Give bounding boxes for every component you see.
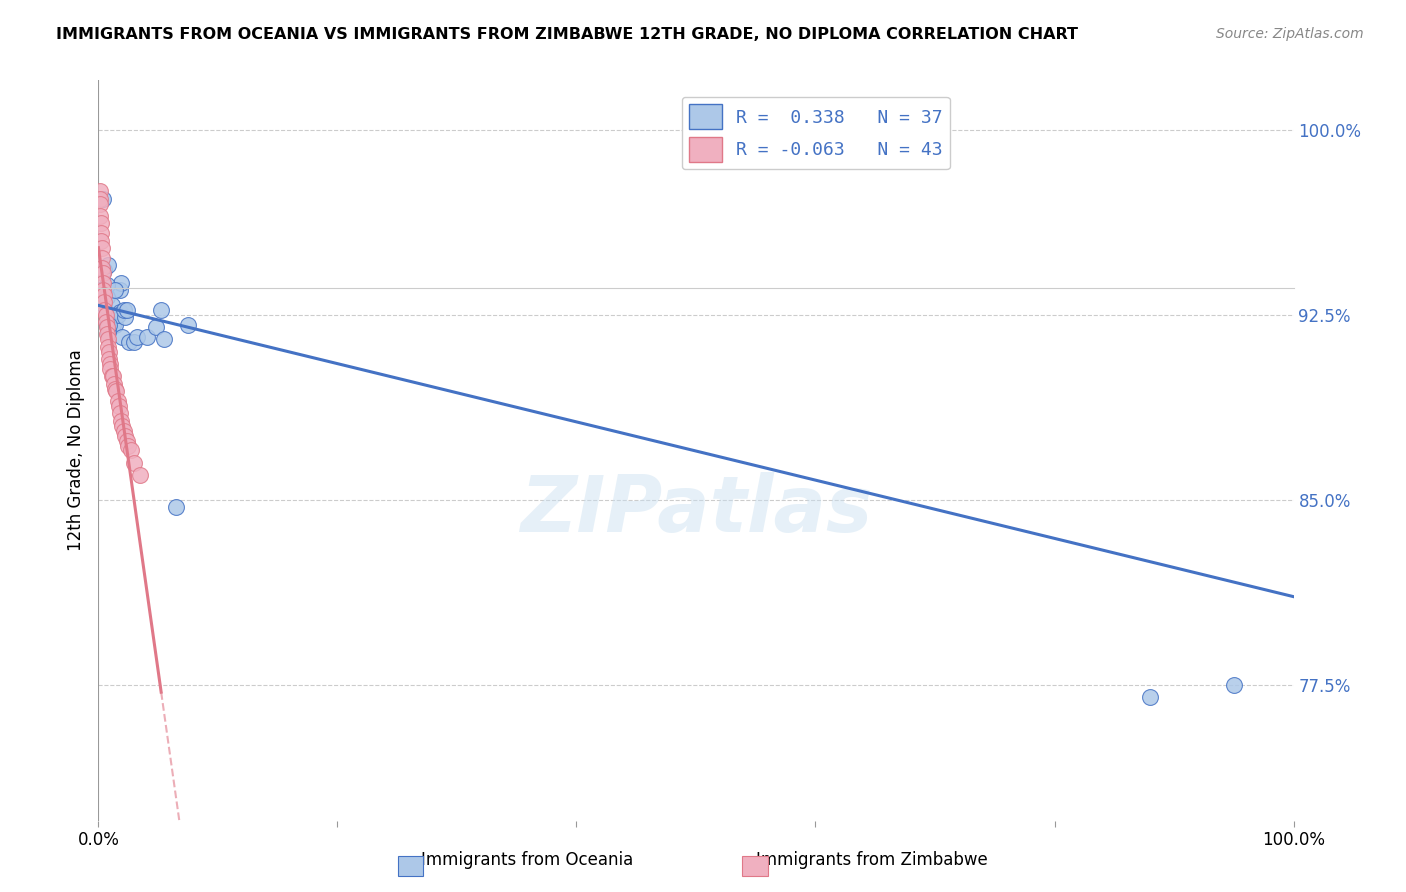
- Point: [97, 325, 120, 339]
- Point: [90, 301, 112, 315]
- Point: [105, 384, 128, 399]
- Point: [108, 407, 131, 421]
- Point: [124, 334, 146, 349]
- Point: [96, 320, 118, 334]
- Point: [91, 241, 114, 255]
- Point: [93, 288, 115, 302]
- Point: [107, 399, 129, 413]
- Point: [136, 330, 159, 344]
- Point: [112, 424, 135, 438]
- Point: [90, 234, 112, 248]
- Point: [110, 414, 132, 428]
- Point: [117, 438, 139, 452]
- Point: [104, 283, 127, 297]
- Point: [91, 266, 114, 280]
- Point: [89, 283, 111, 297]
- Point: [120, 443, 142, 458]
- Point: [104, 318, 127, 332]
- Y-axis label: 12th Grade, No Diploma: 12th Grade, No Diploma: [66, 350, 84, 551]
- Point: [97, 259, 120, 273]
- Point: [89, 209, 111, 223]
- Point: [104, 382, 127, 396]
- Point: [101, 369, 124, 384]
- Point: [118, 334, 141, 349]
- Point: [153, 333, 176, 347]
- Point: [110, 276, 132, 290]
- Point: [124, 456, 146, 470]
- Point: [1139, 690, 1161, 705]
- Point: [91, 276, 114, 290]
- Legend: R =  0.338   N = 37, R = -0.063   N = 43: R = 0.338 N = 37, R = -0.063 N = 43: [682, 96, 950, 169]
- Point: [91, 283, 114, 297]
- Point: [98, 357, 122, 371]
- Point: [125, 330, 148, 344]
- Point: [97, 340, 120, 354]
- Text: Immigrants from Oceania: Immigrants from Oceania: [422, 851, 633, 869]
- Point: [129, 468, 152, 483]
- Text: Immigrants from Zimbabwe: Immigrants from Zimbabwe: [756, 851, 987, 869]
- Point: [98, 315, 121, 329]
- Point: [98, 352, 121, 367]
- Point: [98, 318, 121, 332]
- Point: [100, 369, 122, 384]
- Point: [96, 318, 118, 332]
- Point: [149, 302, 172, 317]
- Point: [93, 295, 115, 310]
- Text: ZIPatlas: ZIPatlas: [520, 472, 872, 548]
- Point: [100, 298, 122, 312]
- Point: [89, 192, 111, 206]
- Point: [98, 362, 122, 376]
- Point: [93, 263, 115, 277]
- Point: [852, 122, 875, 136]
- Point: [103, 376, 125, 391]
- Point: [96, 290, 118, 304]
- Point: [111, 418, 134, 433]
- Point: [98, 344, 121, 359]
- Point: [96, 327, 118, 342]
- Point: [177, 318, 200, 332]
- Point: [91, 192, 114, 206]
- Point: [165, 500, 187, 515]
- Point: [114, 428, 136, 442]
- Point: [108, 283, 131, 297]
- Point: [115, 302, 138, 317]
- Point: [91, 251, 114, 265]
- Point: [89, 185, 111, 199]
- Point: [94, 315, 117, 329]
- Point: [96, 278, 118, 293]
- Point: [93, 298, 115, 312]
- Text: Source: ZipAtlas.com: Source: ZipAtlas.com: [1216, 27, 1364, 41]
- Point: [101, 318, 124, 332]
- Point: [91, 260, 114, 275]
- Point: [94, 308, 117, 322]
- Point: [107, 308, 129, 322]
- Point: [91, 301, 114, 315]
- Point: [107, 394, 129, 409]
- Point: [108, 305, 131, 319]
- Point: [90, 216, 112, 230]
- Point: [97, 333, 120, 347]
- Point: [89, 196, 111, 211]
- Point: [112, 302, 135, 317]
- Point: [145, 320, 167, 334]
- Point: [111, 330, 134, 344]
- Point: [93, 302, 115, 317]
- Point: [115, 434, 138, 448]
- Text: IMMIGRANTS FROM OCEANIA VS IMMIGRANTS FROM ZIMBABWE 12TH GRADE, NO DIPLOMA CORRE: IMMIGRANTS FROM OCEANIA VS IMMIGRANTS FR…: [56, 27, 1078, 42]
- Point: [114, 310, 136, 325]
- Point: [1223, 678, 1246, 692]
- Point: [90, 227, 112, 241]
